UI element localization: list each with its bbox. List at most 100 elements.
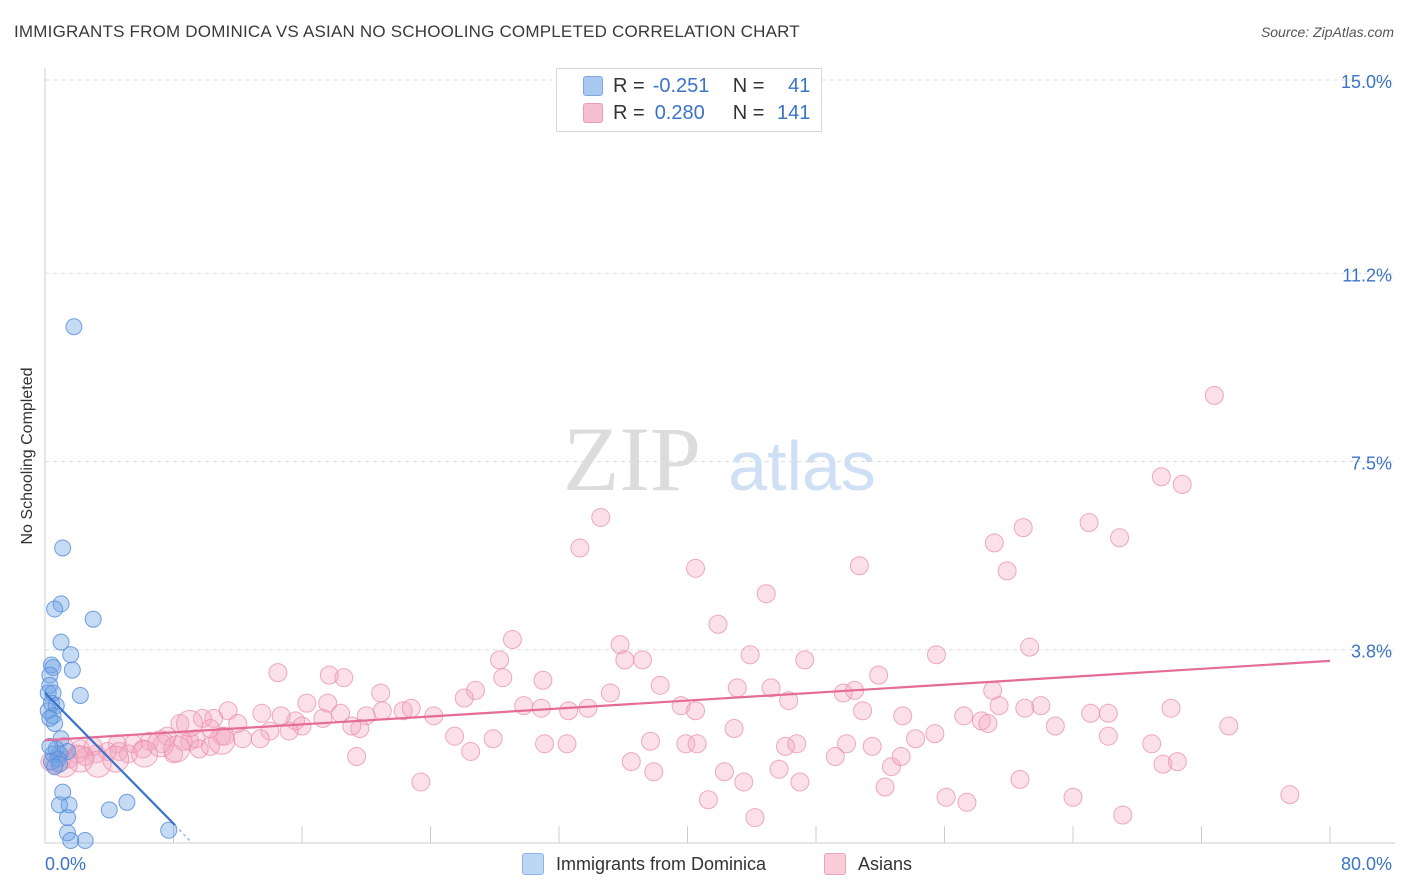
data-point-asians (686, 558, 706, 578)
data-point-asians (342, 716, 362, 736)
data-point-asians (881, 757, 901, 777)
data-point-asians (411, 772, 431, 792)
data-point-dominica (46, 714, 64, 732)
data-point-asians (557, 734, 577, 754)
trend-lines (44, 659, 1331, 841)
data-point-asians (279, 721, 299, 741)
data-point-asians (686, 701, 706, 721)
y-tick-label: 7.5% (1351, 454, 1392, 474)
data-point-dominica (100, 801, 118, 819)
n-label: N = (732, 74, 765, 97)
data-point-dominica (41, 709, 59, 727)
y-tick-label: 3.8% (1351, 642, 1392, 662)
data-point-asians (957, 792, 977, 812)
data-point-asians (633, 650, 653, 670)
trend-line-dominica-extension (174, 824, 191, 841)
data-point-asians (163, 735, 191, 763)
data-point-asians (490, 650, 510, 670)
data-point-asians (1142, 734, 1162, 754)
data-point-dominica (84, 610, 102, 628)
data-point-asians (775, 736, 795, 756)
data-point-asians (319, 665, 339, 685)
data-point-asians (1219, 716, 1239, 736)
data-point-asians (297, 693, 317, 713)
data-point-asians (714, 762, 734, 782)
data-point-dominica (52, 633, 70, 651)
x-tick-label-min: 0.0% (45, 854, 86, 874)
data-point-asians (483, 729, 503, 749)
data-point-asians (371, 683, 391, 703)
bottom-legend-asians: Asians (824, 852, 912, 876)
data-point-asians (621, 752, 641, 772)
trend-line-dominica (44, 692, 176, 826)
data-point-asians (465, 680, 485, 700)
data-point-asians (795, 650, 815, 670)
data-point-asians (997, 561, 1017, 581)
data-point-asians (676, 734, 696, 754)
data-point-asians (493, 668, 513, 688)
data-point-asians (1031, 696, 1051, 716)
data-point-asians (347, 747, 367, 767)
data-point-asians (600, 683, 620, 703)
data-point-asians (591, 507, 611, 527)
data-point-dominica (58, 809, 76, 827)
data-point-asians (102, 745, 130, 773)
data-point-asians (570, 538, 590, 558)
data-point-asians (641, 731, 661, 751)
data-point-asians (734, 772, 754, 792)
data-point-asians (445, 726, 465, 746)
data-point-asians (559, 701, 579, 721)
y-tick-label: 15.0% (1341, 72, 1392, 92)
data-point-asians (891, 747, 911, 767)
data-point-asians (875, 777, 895, 797)
legend-row-dominica: R = -0.251 N = 41 (583, 74, 810, 98)
data-point-asians (1010, 769, 1030, 789)
data-point-asians (825, 747, 845, 767)
data-point-asians (862, 736, 882, 756)
tick-labels: 3.8% 7.5% 11.2% 15.0% 0.0% 80.0% (45, 72, 1392, 874)
n-value-asians: 141 (777, 101, 811, 124)
data-point-asians (853, 701, 873, 721)
data-point-asians (1015, 698, 1035, 718)
data-point-asians (350, 719, 370, 739)
data-point-asians (1045, 716, 1065, 736)
x-tick-label-max: 80.0% (1341, 854, 1392, 874)
data-point-asians (787, 734, 807, 754)
data-point-asians (837, 734, 857, 754)
data-point-asians (535, 734, 555, 754)
data-point-asians (1280, 785, 1300, 805)
data-point-dominica (65, 318, 83, 336)
data-point-dominica (76, 831, 94, 849)
data-point-asians (393, 701, 413, 721)
data-point-asians (769, 759, 789, 779)
data-point-asians (1063, 787, 1083, 807)
data-point-asians (200, 736, 220, 756)
data-point-asians (708, 614, 728, 634)
r-label: R = (613, 101, 645, 124)
bottom-legend-dominica: Immigrants from Dominica (522, 852, 766, 876)
r-value-dominica: -0.251 (652, 74, 710, 97)
data-point-dominica (160, 821, 178, 839)
trend-line-asians (44, 659, 1331, 742)
data-point-dominica (39, 684, 57, 702)
data-point-asians (1161, 698, 1181, 718)
bottom-legend-label-dominica: Immigrants from Dominica (556, 853, 767, 874)
bottom-swatch-dominica (522, 853, 544, 875)
data-point-asians (401, 698, 421, 718)
data-point-asians (954, 706, 974, 726)
data-point-dominica (63, 661, 81, 679)
data-point-dominica (46, 600, 64, 618)
data-point-asians (1113, 805, 1133, 825)
data-point-asians (84, 750, 112, 778)
chart-title: IMMIGRANTS FROM DOMINICA VS ASIAN NO SCH… (14, 22, 800, 41)
data-point-asians (372, 701, 392, 721)
data-point-dominica (50, 796, 68, 814)
legend-row-asians: R = 0.280 N = 141 (583, 101, 810, 125)
data-point-dominica (54, 539, 72, 557)
data-point-asians (740, 645, 760, 665)
data-point-asians (925, 724, 945, 744)
data-point-asians (610, 635, 630, 655)
data-point-dominica (71, 686, 89, 704)
data-point-asians (454, 688, 474, 708)
data-point-asians (936, 787, 956, 807)
